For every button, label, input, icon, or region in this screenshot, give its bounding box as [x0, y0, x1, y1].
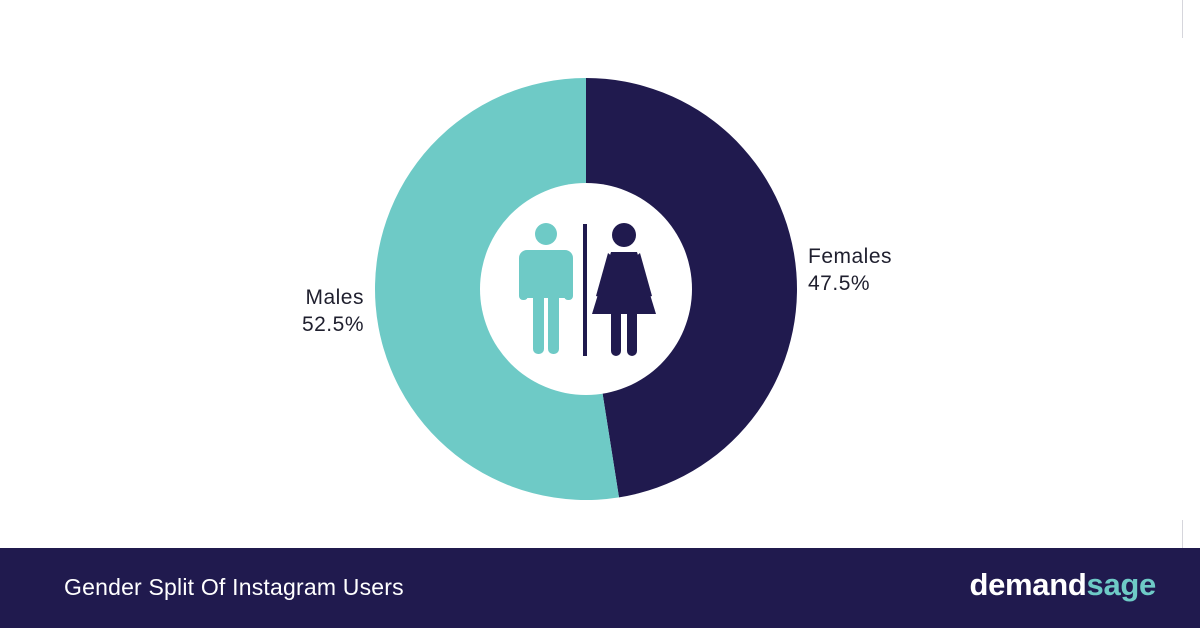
males-value-text: 52.5%	[301, 313, 364, 336]
brand-logo-part1: demand	[969, 567, 1087, 602]
slice-label-males: Males 52.5%	[268, 284, 364, 338]
brand-logo-part2: sage	[1086, 567, 1157, 602]
females-value-text: 47.5%	[808, 272, 871, 295]
edge-tick-top	[1182, 0, 1183, 38]
female-figure-icon	[592, 223, 656, 356]
male-figure-icon	[519, 223, 573, 354]
footer-bar: Gender Split Of Instagram Users demandsa…	[0, 548, 1200, 628]
males-label-text: Males	[305, 286, 364, 309]
edge-tick-bottom	[1182, 520, 1183, 548]
donut-chart	[375, 78, 798, 500]
chart-area: Males 52.5% Females 47.5%	[268, 0, 1183, 548]
females-label-text: Females	[808, 245, 893, 268]
brand-logo: demandsage	[969, 567, 1156, 603]
icon-divider	[583, 224, 587, 356]
slice-label-females: Females 47.5%	[808, 243, 918, 297]
footer-title: Gender Split Of Instagram Users	[64, 574, 404, 600]
